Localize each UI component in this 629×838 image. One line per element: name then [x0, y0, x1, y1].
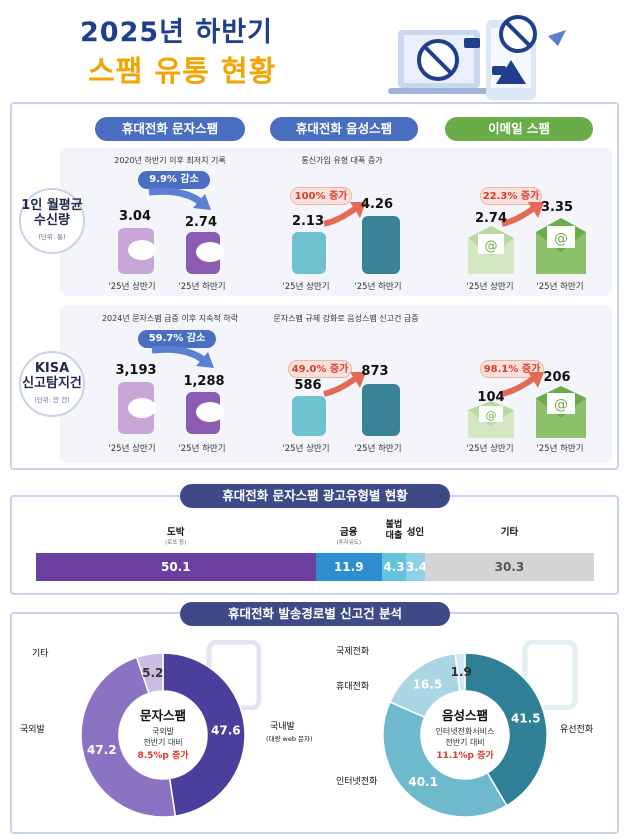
up-arrow-icon: [501, 372, 544, 397]
value-prev: 2.13: [291, 214, 325, 229]
value-curr: 873: [361, 364, 389, 379]
phone-icon: [292, 396, 326, 436]
voice-donut-center: 음성스팸 인터넷전화서비스 전반기 대비 11.1%p 증가: [435, 708, 495, 761]
page-title: 2025년 하반기: [80, 17, 273, 48]
envelope-icon: @: [468, 226, 514, 274]
svg-text:@: @: [554, 397, 568, 413]
period-prev: '25년 상반기: [466, 444, 514, 454]
change-badge: 59.7% 감소: [138, 330, 216, 348]
value-prev: 104: [477, 390, 505, 405]
donut-value-label: 47.2: [87, 743, 117, 757]
period-curr: '25년 하반기: [354, 282, 402, 292]
period-prev: '25년 상반기: [282, 444, 330, 454]
donut-slice-1: [80, 656, 177, 818]
value-prev: 2.74: [474, 211, 508, 226]
change-badge: 98.1% 증가: [480, 360, 544, 378]
col-head-sms: 휴대전화 문자스팸: [95, 117, 245, 141]
chat-bubble-icon: [128, 398, 156, 418]
value-prev: 3,193: [115, 363, 157, 378]
phone-icon: [362, 384, 400, 436]
envelope-icon: @: [536, 218, 586, 274]
svg-text:@: @: [486, 409, 497, 422]
up-arrow-icon: [501, 202, 544, 227]
phone-icon: [292, 232, 326, 274]
ad-type-section: [10, 495, 619, 595]
value-curr: 3.35: [540, 200, 574, 215]
chat-bubble-icon: [196, 242, 224, 262]
value-curr: 2.74: [184, 215, 218, 230]
row-label-monthly: 1인 월평균 수신량 (단위: 통): [19, 188, 85, 254]
up-arrow-icon: [323, 372, 366, 397]
voice-route-donut: 41.5 40.1 16.5 1.9: [382, 652, 548, 818]
value-curr: 1,288: [183, 374, 225, 389]
route-title: 휴대전화 발송경로별 신고건 분석: [180, 602, 450, 626]
cell-caption: 통신가입 유형 대폭 증가: [301, 156, 383, 165]
spam-illustration: [388, 15, 566, 100]
donut-slice-1: [382, 700, 508, 818]
period-prev: '25년 상반기: [282, 282, 330, 292]
svg-text:@: @: [485, 239, 498, 254]
donut-slice-3: [454, 652, 466, 693]
period-curr: '25년 하반기: [536, 282, 584, 292]
donut-slice-2: [135, 652, 164, 695]
phone-watermark-icon: [522, 640, 578, 710]
period-curr: '25년 하반기: [536, 444, 584, 454]
period-curr: '25년 하반기: [178, 444, 226, 454]
change-badge: 9.9% 감소: [138, 171, 210, 189]
value-curr: 206: [543, 370, 571, 385]
value-curr: 4.26: [360, 197, 394, 212]
cell-caption: 2020년 하반기 이후 최저치 기록: [114, 156, 226, 165]
donut-value-label: 40.1: [408, 775, 438, 789]
cell-caption: 2024년 문자스팸 급증 이후 지속적 하락: [101, 314, 239, 323]
value-prev: 586: [294, 378, 322, 393]
chat-bubble-icon: [128, 240, 156, 260]
envelope-icon: @: [468, 401, 514, 438]
change-badge: 100% 증가: [290, 187, 352, 205]
donut-value-label: 5.2: [142, 666, 163, 680]
row-label-kisa: KISA 신고탐지건 (단위: 만 건): [19, 351, 85, 417]
col-head-email: 이메일 스팸: [445, 117, 593, 141]
donut-value-label: 1.9: [451, 665, 472, 679]
sms-donut-center: 문자스팸 국외발 전반기 대비 8.5%p 증가: [137, 708, 189, 761]
donut-value-label: 16.5: [413, 677, 443, 691]
period-curr: '25년 하반기: [178, 282, 226, 292]
donut-value-label: 41.5: [511, 711, 541, 725]
page-subtitle: 스팸 유통 현황: [88, 54, 277, 88]
period-prev: '25년 상반기: [108, 282, 156, 292]
cell-caption: 문자스팸 규제 강화로 음성스팸 신고건 급증: [273, 314, 419, 323]
envelope-icon: @: [536, 386, 586, 438]
chat-bubble-icon: [196, 402, 224, 422]
svg-text:@: @: [554, 231, 568, 247]
period-prev: '25년 상반기: [466, 282, 514, 292]
ad-type-title: 휴대전화 문자스팸 광고유형별 현황: [180, 484, 450, 508]
up-arrow-icon: [323, 202, 366, 227]
donut-value-label: 47.6: [211, 723, 241, 737]
sms-route-donut: 47.6 47.2 5.2: [80, 652, 246, 818]
down-arrow-icon: [151, 345, 214, 368]
down-arrow-icon: [148, 187, 211, 210]
phone-icon: [362, 216, 400, 274]
col-head-voice: 휴대전화 음성스팸: [270, 117, 418, 141]
period-prev: '25년 상반기: [108, 444, 156, 454]
donut-slice-0: [162, 652, 246, 817]
change-badge: 49.0% 증가: [288, 360, 352, 378]
donut-slice-0: [464, 652, 548, 807]
period-curr: '25년 하반기: [354, 444, 402, 454]
value-prev: 3.04: [118, 209, 152, 224]
change-badge: 22.3% 증가: [480, 187, 542, 205]
